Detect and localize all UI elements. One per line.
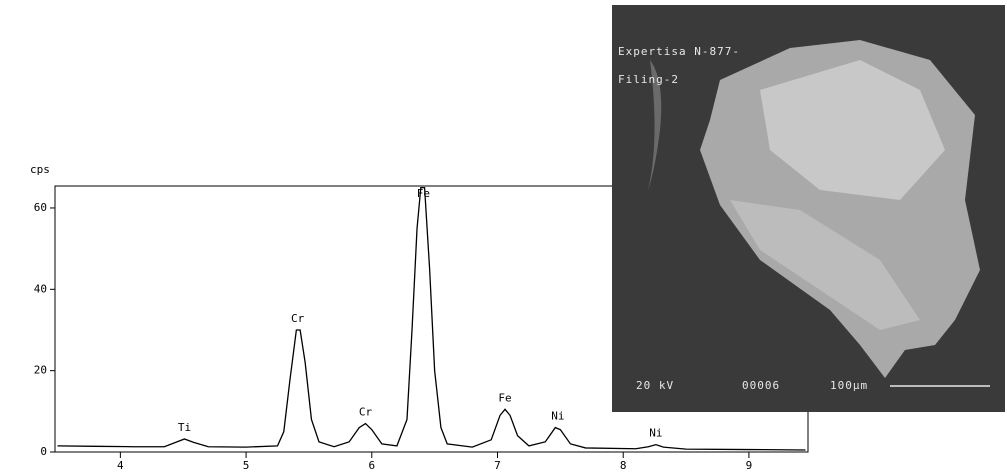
y-tick-label: 60 [34,201,47,214]
image-number: 00006 [742,379,780,392]
x-tick-label: 8 [620,459,627,472]
x-tick-label: 7 [494,459,501,472]
peak-label: Fe [498,391,511,404]
debris [648,60,662,190]
y-axis-label: cps [30,163,50,176]
y-tick-label: 40 [34,282,47,295]
peak-label: Ti [178,421,191,434]
y-tick-label: 0 [40,445,47,458]
peak-label: Fe [417,187,430,200]
image-scale: 100µm [830,379,868,392]
image-voltage: 20 kV [636,379,674,392]
spectrum-line [57,186,806,451]
peak-label: Ni [649,427,662,440]
y-tick-label: 20 [34,364,47,377]
peak-label: Cr [359,406,373,419]
x-tick-label: 4 [117,459,124,472]
plot: 0 20 40 60 4 5 6 7 8 9 Ti Cr Cr Fe Fe Ni Ni [34,185,809,472]
x-tick-label: 9 [746,459,753,472]
x-tick-label: 5 [243,459,250,472]
image-caption: Filing-2 [618,73,679,86]
peak-label: Ni [551,410,564,423]
particle-highlight [760,60,945,200]
x-tick-label: 6 [368,459,375,472]
sem-image: Expertisa N-877- Filing-2 20 kV 00006 10… [612,5,1005,412]
peak-label: Cr [291,312,305,325]
image-caption: Expertisa N-877- [618,45,740,58]
particle-highlight [730,200,920,330]
